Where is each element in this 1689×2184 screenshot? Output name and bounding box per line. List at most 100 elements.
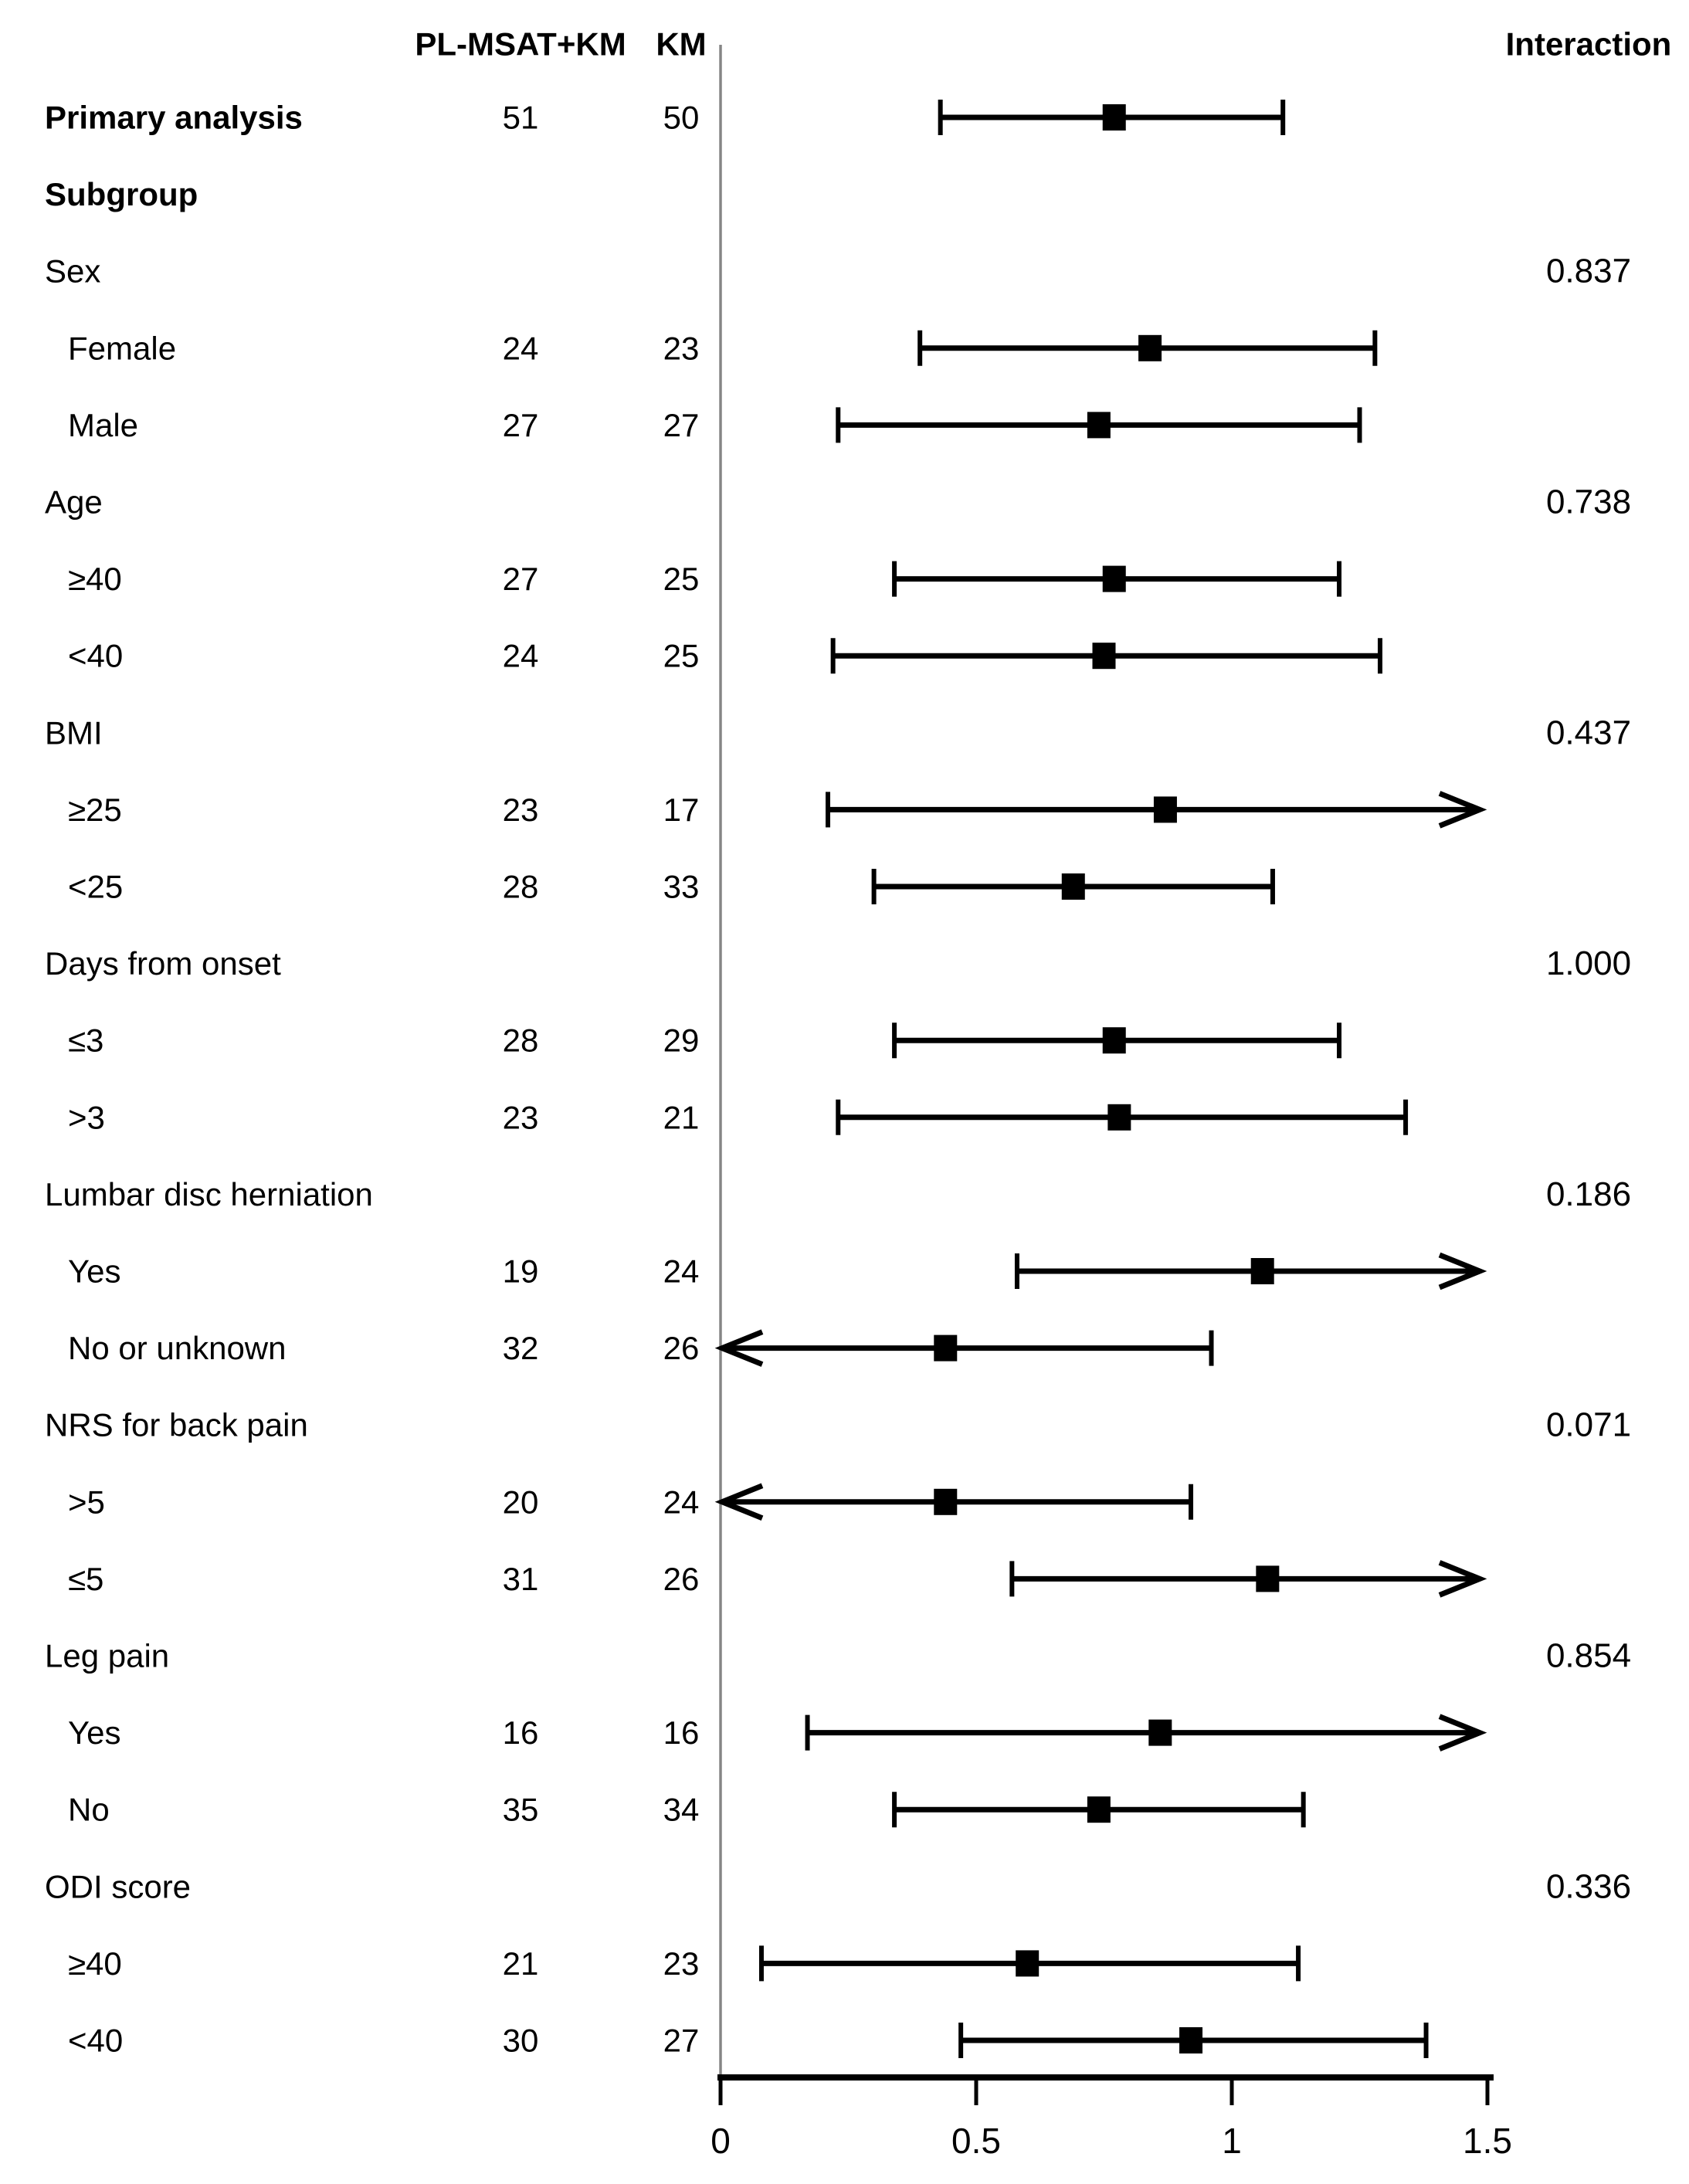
control-n-value: 26 xyxy=(663,1561,700,1597)
row-label: ≥40 xyxy=(68,561,122,597)
control-n-value: 23 xyxy=(663,330,700,366)
row-label: Male xyxy=(68,407,138,443)
forest-row: ≥40 27 25 xyxy=(68,561,1342,597)
treatment-column-header: PL-MSAT+KM xyxy=(415,26,626,63)
row-label: ≥25 xyxy=(68,792,122,828)
axis-tick-label: 1.5 xyxy=(1463,2121,1512,2161)
row-label: Sex xyxy=(45,253,100,290)
axis-tick-label: 1 xyxy=(1222,2121,1242,2161)
row-label: NRS for back pain xyxy=(45,1407,308,1443)
row-label: Yes xyxy=(68,1714,121,1751)
treatment-n-value: 23 xyxy=(503,1099,539,1135)
row-label: Leg pain xyxy=(45,1638,169,1674)
control-n-value: 34 xyxy=(663,1792,700,1828)
point-estimate-marker xyxy=(1138,334,1162,361)
point-estimate-marker xyxy=(1250,1258,1274,1284)
control-n-value: 26 xyxy=(663,1330,700,1366)
forest-row: Female 24 23 xyxy=(68,330,1378,366)
point-estimate-marker xyxy=(1087,412,1111,439)
point-estimate-marker xyxy=(1087,1796,1111,1823)
forest-row: ≤5 31 26 xyxy=(68,1560,1487,1598)
point-estimate-marker xyxy=(934,1488,958,1515)
row-label: BMI xyxy=(45,714,103,751)
forest-row: No 35 34 xyxy=(68,1792,1306,1828)
treatment-n-value: 31 xyxy=(503,1561,539,1597)
control-n-value: 16 xyxy=(663,1714,700,1751)
forest-row: Yes 19 24 xyxy=(68,1252,1487,1290)
interaction-p-value: 0.854 xyxy=(1546,1637,1631,1675)
treatment-n-value: 20 xyxy=(503,1484,539,1520)
forest-row: No or unknown 32 26 xyxy=(68,1329,1214,1367)
forest-row: Subgroup xyxy=(45,176,198,212)
treatment-n-value: 28 xyxy=(503,869,539,905)
interaction-p-value: 0.738 xyxy=(1546,483,1631,521)
point-estimate-marker xyxy=(1016,1950,1040,1977)
treatment-n-value: 27 xyxy=(503,561,539,597)
row-label: Yes xyxy=(68,1253,121,1290)
forest-row: Age 0.738 xyxy=(45,483,1631,521)
point-estimate-marker xyxy=(1256,1565,1280,1592)
interaction-p-value: 0.837 xyxy=(1546,253,1631,290)
control-n-value: 33 xyxy=(663,869,700,905)
point-estimate-marker xyxy=(1061,873,1085,900)
control-n-value: 27 xyxy=(663,2023,700,2059)
control-n-value: 23 xyxy=(663,1945,700,1982)
control-n-value: 25 xyxy=(663,638,700,674)
point-estimate-marker xyxy=(1102,104,1126,131)
axis-tick-label: 0.5 xyxy=(951,2121,1001,2161)
interaction-p-value: 0.071 xyxy=(1546,1406,1631,1444)
interaction-p-value: 0.437 xyxy=(1546,714,1631,751)
forest-row: Sex 0.837 xyxy=(45,253,1631,290)
interaction-p-value: 0.336 xyxy=(1546,1867,1631,1905)
x-axis: 0 0.5 1 1.5 xyxy=(711,2074,1512,2161)
treatment-n-value: 51 xyxy=(503,100,539,136)
forest-row: Primary analysis 51 50 xyxy=(45,100,1286,136)
row-label: Lumbar disc herniation xyxy=(45,1176,373,1212)
row-label: ≥40 xyxy=(68,1945,122,1982)
treatment-n-value: 24 xyxy=(503,330,539,366)
forest-row: <25 28 33 xyxy=(68,869,1275,905)
control-n-value: 29 xyxy=(663,1022,700,1059)
control-n-value: 50 xyxy=(663,100,700,136)
treatment-n-value: 30 xyxy=(503,2023,539,2059)
control-column-header: KM xyxy=(656,26,706,63)
row-label: >5 xyxy=(68,1484,105,1520)
forest-row: >3 23 21 xyxy=(68,1099,1409,1135)
control-n-value: 21 xyxy=(663,1099,700,1135)
forest-row: NRS for back pain 0.071 xyxy=(45,1406,1631,1444)
point-estimate-marker xyxy=(1102,565,1126,592)
forest-row: <40 24 25 xyxy=(68,638,1382,674)
control-n-value: 27 xyxy=(663,407,700,443)
forest-row: ≥25 23 17 xyxy=(68,791,1487,829)
point-estimate-marker xyxy=(1179,2027,1203,2053)
control-n-value: 25 xyxy=(663,561,700,597)
row-label: >3 xyxy=(68,1099,105,1135)
forest-row: >5 20 24 xyxy=(68,1483,1194,1521)
row-label: <40 xyxy=(68,638,123,674)
treatment-n-value: 28 xyxy=(503,1022,539,1059)
forest-row: Days from onset 1.000 xyxy=(45,944,1631,982)
forest-row: Yes 16 16 xyxy=(68,1714,1487,1752)
interaction-column-header: Interaction xyxy=(1506,26,1672,63)
treatment-n-value: 23 xyxy=(503,792,539,828)
row-label: <40 xyxy=(68,2023,123,2059)
forest-row: ≥40 21 23 xyxy=(68,1945,1301,1982)
point-estimate-marker xyxy=(1148,1719,1172,1746)
treatment-n-value: 24 xyxy=(503,638,539,674)
treatment-n-value: 19 xyxy=(503,1253,539,1290)
point-estimate-marker xyxy=(1102,1027,1126,1054)
interaction-p-value: 0.186 xyxy=(1546,1175,1631,1213)
forest-row: <40 30 27 xyxy=(68,2023,1429,2059)
point-estimate-marker xyxy=(1153,796,1177,823)
forest-row: Lumbar disc herniation 0.186 xyxy=(45,1175,1631,1213)
forest-row: Male 27 27 xyxy=(68,407,1362,443)
point-estimate-marker xyxy=(1107,1104,1131,1131)
treatment-n-value: 27 xyxy=(503,407,539,443)
control-n-value: 24 xyxy=(663,1253,700,1290)
control-n-value: 17 xyxy=(663,792,700,828)
row-label: Age xyxy=(45,484,103,521)
treatment-n-value: 32 xyxy=(503,1330,539,1366)
row-label: ≤5 xyxy=(68,1561,103,1597)
